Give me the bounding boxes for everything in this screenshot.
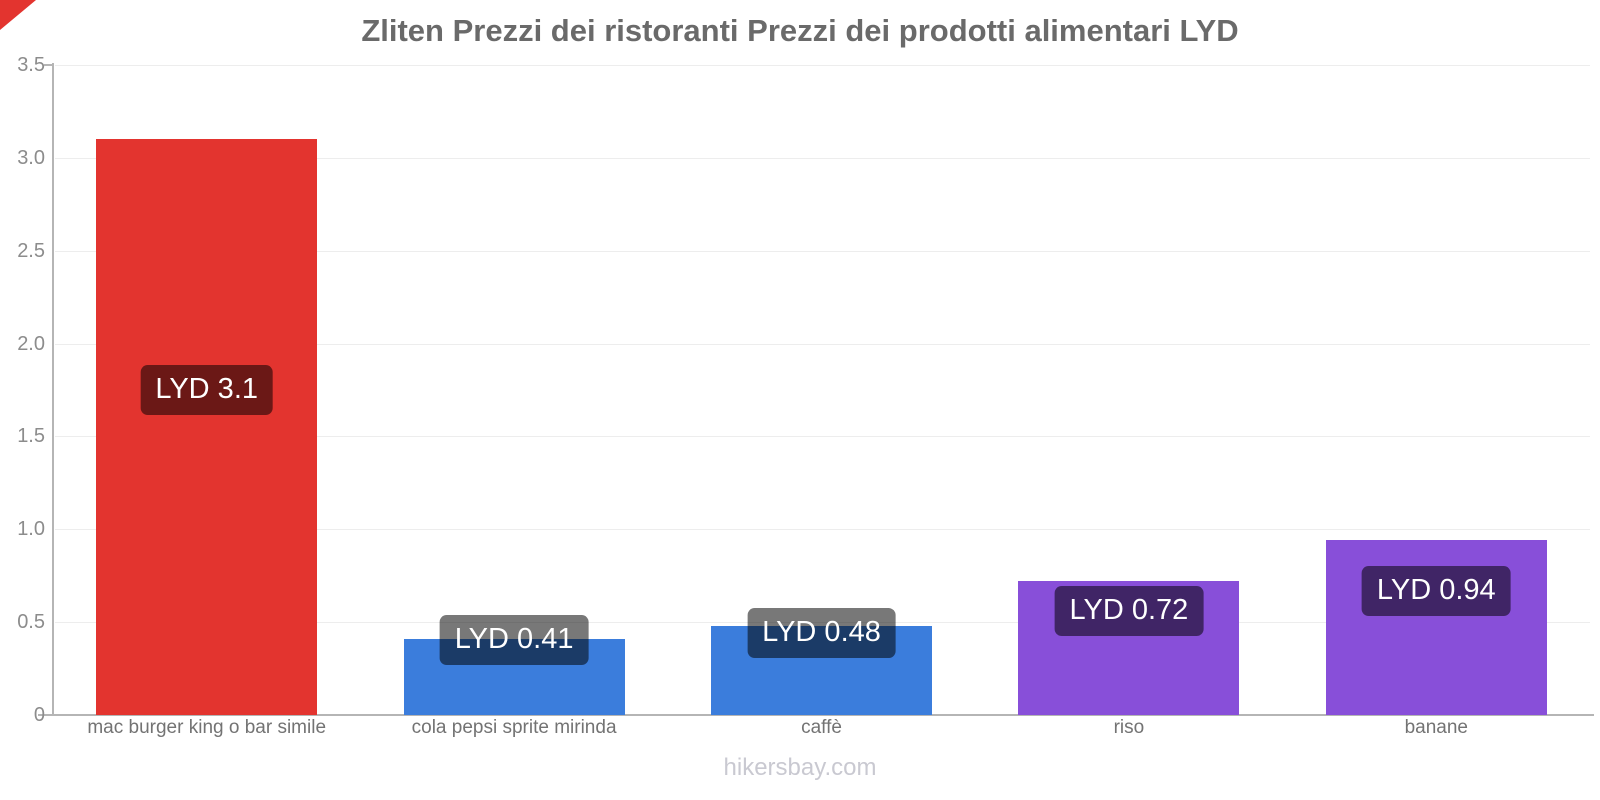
y-tick-label: 1.0 [17, 518, 45, 541]
bar [96, 139, 318, 715]
y-tick-label: 0.5 [17, 611, 45, 634]
x-tick-label: riso [1113, 717, 1145, 738]
y-axis-top-tick [44, 64, 53, 66]
value-label: LYD 0.94 [1361, 565, 1511, 616]
y-axis [52, 63, 54, 715]
y-tick-label: 2.0 [17, 332, 45, 355]
gridline [55, 529, 1590, 531]
y-tick-label: 1.5 [17, 425, 45, 448]
value-label: LYD 3.1 [140, 365, 274, 416]
x-tick-label: banane [1404, 717, 1468, 738]
gridline [55, 250, 1590, 252]
gridline [55, 436, 1590, 438]
value-label: LYD 0.48 [747, 608, 896, 659]
gridline [55, 65, 1590, 66]
corner-ribbon-icon [0, 0, 36, 30]
gridline [55, 343, 1590, 345]
watermark-text: hikersbay.com [723, 754, 877, 781]
y-tick-label: 0 [33, 704, 45, 726]
y-tick-label: 3.0 [17, 146, 45, 169]
gridline [55, 157, 1590, 159]
x-axis [38, 714, 1594, 716]
value-label: LYD 0.41 [439, 614, 589, 665]
value-label: LYD 0.72 [1054, 586, 1204, 637]
y-tick-label: 3.5 [17, 54, 45, 76]
x-tick-label: mac burger king o bar simile [87, 717, 327, 738]
y-tick-label: 2.5 [17, 239, 45, 262]
x-tick-label: cola pepsi sprite mirinda [411, 717, 617, 738]
chart-title: Zliten Prezzi dei ristoranti Prezzi dei … [361, 13, 1239, 48]
x-tick-label: caffè [801, 717, 842, 738]
